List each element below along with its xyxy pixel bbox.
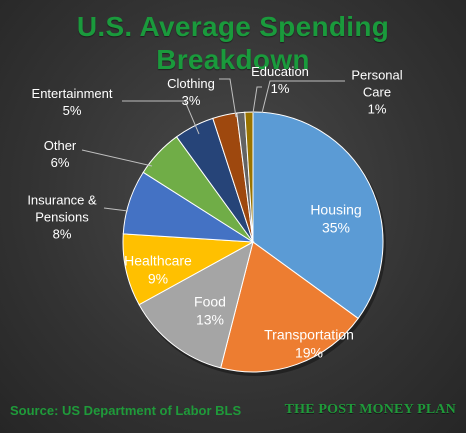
- data-label-category-personal-care-1: Care: [363, 84, 391, 99]
- data-label-category-entertainment-0: Entertainment: [32, 86, 113, 101]
- leader-line-education: [252, 86, 262, 114]
- pie-slice-food: [138, 241, 254, 369]
- data-label-category-healthcare-0: Healthcare: [124, 253, 192, 269]
- data-label-category-transportation-0: Transportation: [264, 327, 354, 343]
- brand-logo-text: THE POST MONEY PLAN: [284, 402, 456, 417]
- leader-line-insurance-and-pensions: [103, 207, 129, 212]
- data-label-value-insurance-and-pensions: 8%: [53, 226, 72, 241]
- data-label-category-food-0: Food: [194, 294, 226, 310]
- data-label-category-personal-care-0: Personal: [351, 67, 402, 82]
- leader-line-clothing: [219, 78, 237, 118]
- data-label-value-entertainment: 5%: [63, 103, 82, 118]
- data-label-category-other-0: Other: [44, 138, 77, 153]
- data-label-value-other: 6%: [51, 155, 70, 170]
- data-label-value-education: 1%: [271, 81, 290, 96]
- data-label-category-education-0: Education: [251, 64, 309, 79]
- chart-title-line-2: Breakdown: [156, 44, 310, 75]
- data-label-value-food: 13%: [196, 312, 224, 328]
- pie-slice-transportation: [220, 241, 359, 373]
- data-label-value-healthcare: 9%: [148, 271, 168, 287]
- chart-title-line-1: U.S. Average Spending: [76, 11, 390, 42]
- leader-line-other: [81, 149, 153, 167]
- data-label-category-insurance-and-pensions-1: Pensions: [35, 209, 89, 224]
- data-label-value-personal-care: 1%: [368, 101, 387, 116]
- data-label-value-housing: 35%: [322, 220, 350, 236]
- data-label-category-insurance-and-pensions-0: Insurance &: [27, 192, 97, 207]
- leader-line-personal-care: [261, 80, 345, 114]
- data-label-category-clothing-0: Clothing: [167, 76, 215, 91]
- source-note: Source: US Department of Labor BLS: [10, 403, 242, 418]
- pie-slice-housing: [252, 111, 384, 320]
- data-label-category-housing-0: Housing: [310, 202, 361, 218]
- data-label-value-transportation: 19%: [295, 345, 323, 361]
- leader-line-entertainment: [122, 100, 200, 135]
- data-label-value-clothing: 3%: [182, 93, 201, 108]
